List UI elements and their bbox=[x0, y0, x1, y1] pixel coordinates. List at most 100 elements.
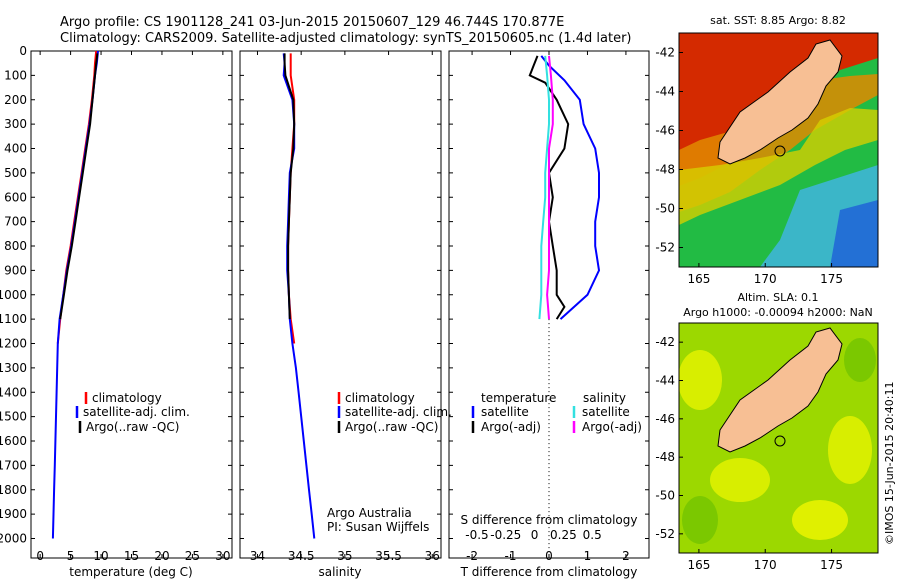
legend-label-argo: Argo(..raw -QC) bbox=[86, 420, 179, 434]
depth-tick-label: 400 bbox=[4, 142, 27, 156]
sla-anomaly-patch bbox=[844, 338, 876, 382]
salinity-legend: climatology satellite-adj. clim. Argo(..… bbox=[337, 391, 452, 434]
x-tick-label: 1 bbox=[584, 549, 592, 563]
difference-legend: temperature salinity satellite Argo(-adj… bbox=[471, 391, 642, 434]
depth-tick-label: 1400 bbox=[0, 385, 27, 399]
depth-tick-label: 1100 bbox=[0, 312, 27, 326]
sla-map bbox=[679, 323, 878, 553]
map-y-tick-label: -46 bbox=[655, 412, 675, 426]
depth-tick-label: 500 bbox=[4, 166, 27, 180]
difference-s-xlabel: S difference from climatology bbox=[461, 513, 638, 527]
legend-title-salinity: salinity bbox=[583, 391, 626, 405]
legend-label-satellite: satellite-adj. clim. bbox=[345, 405, 452, 419]
depth-tick-label: 0 bbox=[19, 44, 27, 58]
sla-argo-position-marker bbox=[774, 435, 786, 447]
series-line-0 bbox=[540, 55, 601, 320]
x-tick-label: 34.5 bbox=[288, 549, 315, 563]
sst-map-axes: 165 170 175 -42 -44 -46 -48 -50 -52 bbox=[655, 46, 843, 287]
map-x-tick-label: 165 bbox=[687, 272, 710, 286]
sla-anomaly-patch bbox=[792, 500, 848, 540]
depth-tick-label: 1700 bbox=[0, 458, 27, 472]
sla-map-subtitle: Argo h1000: -0.00094 h2000: NaN bbox=[683, 306, 873, 319]
s-difference-tick-label: 0 bbox=[531, 528, 539, 542]
sla-map-axes: 165 170 175 -42 -44 -46 -48 -50 -52 bbox=[655, 335, 843, 572]
legend-label-argo: Argo(..raw -QC) bbox=[345, 420, 438, 434]
legend-label-t-satellite: satellite bbox=[481, 405, 529, 419]
sst-map bbox=[679, 33, 878, 267]
salinity-plot-frame bbox=[239, 50, 442, 559]
x-tick-label: 5 bbox=[67, 549, 75, 563]
series-line-3 bbox=[546, 55, 554, 320]
imos-credit: ©IMOS 15-Jun-2015 20:40:11 bbox=[883, 381, 896, 545]
legend-label-t-argo: Argo(-adj) bbox=[481, 420, 541, 434]
x-tick-label: 30 bbox=[215, 549, 230, 563]
s-difference-tick-label: -0.25 bbox=[490, 528, 521, 542]
map-x-tick-label: 165 bbox=[687, 558, 710, 572]
sla-anomaly-patch bbox=[679, 350, 722, 410]
difference-series bbox=[528, 55, 601, 320]
depth-tick-label: 800 bbox=[4, 239, 27, 253]
depth-tick-label: 1000 bbox=[0, 288, 27, 302]
map-y-tick-label: -44 bbox=[655, 374, 675, 388]
s-difference-tick-label: 0.25 bbox=[550, 528, 577, 542]
depth-tick-label: 1200 bbox=[0, 337, 27, 351]
x-tick-label: 25 bbox=[185, 549, 200, 563]
s-difference-tick-label: 0.5 bbox=[583, 528, 602, 542]
depth-tick-label: 1800 bbox=[0, 483, 27, 497]
x-tick-label: 10 bbox=[93, 549, 108, 563]
legend-title-temperature: temperature bbox=[481, 391, 556, 405]
depth-tick-label: 700 bbox=[4, 215, 27, 229]
map-y-tick-label: -52 bbox=[655, 241, 675, 255]
depth-tick-label: 1900 bbox=[0, 507, 27, 521]
x-tick-label: 20 bbox=[154, 549, 169, 563]
temperature-legend: climatology satellite-adj. clim. Argo(..… bbox=[75, 391, 190, 434]
sla-map-title: Altim. SLA: 0.1 bbox=[737, 291, 818, 304]
x-tick-label: 0 bbox=[36, 549, 44, 563]
difference-t-xlabel: T difference from climatology bbox=[460, 565, 638, 579]
s-difference-tick-label: -0.5 bbox=[465, 528, 488, 542]
temperature-series bbox=[51, 50, 99, 539]
x-tick-label: 36 bbox=[425, 549, 440, 563]
depth-tick-label: 900 bbox=[4, 263, 27, 277]
map-x-tick-label: 170 bbox=[754, 272, 777, 286]
sst-argo-position-marker bbox=[774, 145, 786, 157]
depth-tick-label: 600 bbox=[4, 190, 27, 204]
map-y-tick-label: -44 bbox=[655, 85, 675, 99]
legend-label-satellite: satellite-adj. clim. bbox=[83, 405, 190, 419]
depth-tick-label: 2000 bbox=[0, 532, 27, 546]
x-tick-label: 2 bbox=[622, 549, 630, 563]
depth-tick-label: 100 bbox=[4, 68, 27, 82]
series-line-2 bbox=[538, 55, 550, 320]
sst-transition-band bbox=[679, 108, 878, 225]
series-line-2 bbox=[59, 53, 99, 320]
map-y-tick-label: -50 bbox=[655, 202, 675, 216]
salinity-xlabel: salinity bbox=[318, 565, 361, 579]
sst-coldest-water bbox=[830, 200, 878, 267]
x-tick-label: -1 bbox=[505, 549, 517, 563]
salinity-x-axis: 34 34.5 35 35.5 36 bbox=[250, 51, 440, 563]
map-y-tick-label: -42 bbox=[655, 46, 675, 60]
series-line-2 bbox=[283, 53, 296, 320]
legend-label-s-satellite: satellite bbox=[582, 405, 630, 419]
sst-map-title: sat. SST: 8.85 Argo: 8.82 bbox=[710, 14, 846, 27]
legend-label-climatology: climatology bbox=[92, 391, 162, 405]
depth-tick-label: 1600 bbox=[0, 434, 27, 448]
x-tick-label: 15 bbox=[124, 549, 139, 563]
annotation-pi: PI: Susan Wijffels bbox=[327, 520, 429, 534]
map-x-tick-label: 175 bbox=[820, 558, 843, 572]
map-y-tick-label: -42 bbox=[655, 335, 675, 349]
sst-map-frame bbox=[678, 32, 879, 268]
depth-axis: 0 100 200 300 400 500 600 700 800 900 1000 1100 1200… bbox=[0, 44, 649, 546]
sla-map-frame bbox=[678, 322, 879, 554]
sst-land-new-zealand bbox=[717, 39, 843, 165]
sla-anomaly-patch bbox=[710, 458, 770, 502]
map-y-tick-label: -48 bbox=[655, 450, 675, 464]
x-tick-label: 34 bbox=[250, 549, 265, 563]
legend-label-s-argo: Argo(-adj) bbox=[582, 420, 642, 434]
temperature-xlabel: temperature (deg C) bbox=[69, 565, 192, 579]
temperature-plot-frame bbox=[30, 50, 233, 559]
depth-tick-label: 300 bbox=[4, 117, 27, 131]
map-y-tick-label: -46 bbox=[655, 124, 675, 138]
temperature-x-axis: 0 5 10 15 20 25 30 bbox=[36, 51, 231, 563]
